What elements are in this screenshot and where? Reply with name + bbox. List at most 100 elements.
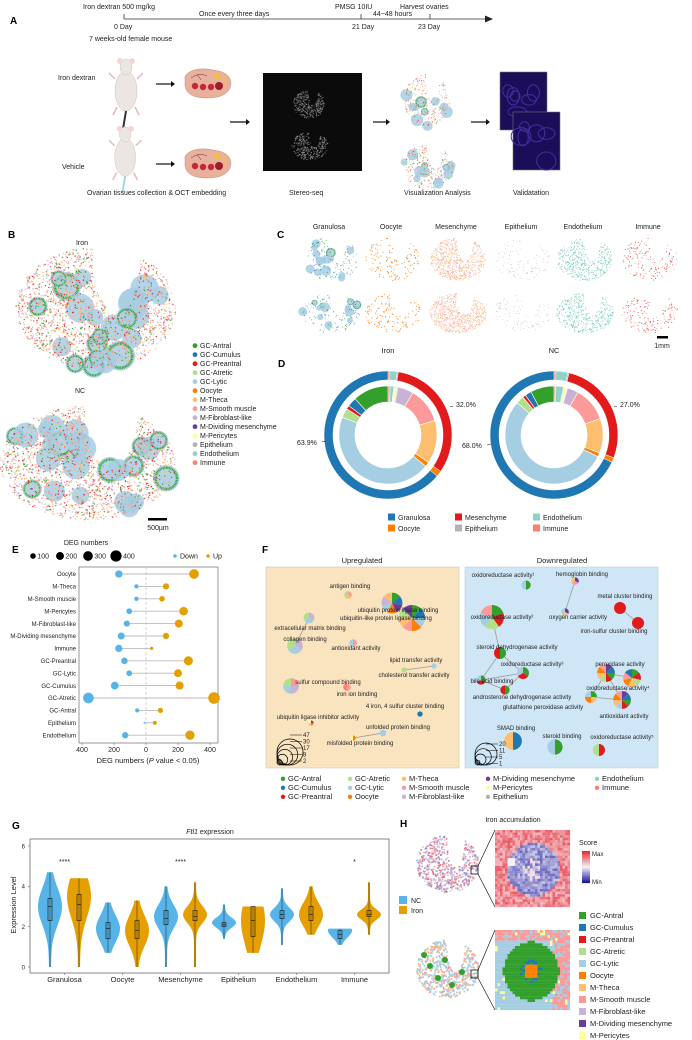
corpus-icon (215, 82, 223, 90)
spot (51, 412, 54, 415)
spot (63, 463, 65, 465)
spot (38, 470, 40, 472)
spot (152, 478, 155, 480)
spot (53, 456, 56, 459)
spot (440, 117, 442, 119)
spot (55, 315, 57, 317)
spot (11, 458, 13, 460)
spot (147, 312, 149, 314)
spot (46, 269, 48, 271)
spot (33, 297, 35, 300)
spot (104, 345, 107, 348)
spot (127, 325, 129, 328)
spot (422, 145, 424, 147)
spot (442, 178, 444, 180)
spot (152, 342, 154, 345)
spot (78, 281, 81, 284)
spot (74, 469, 76, 471)
spot (37, 501, 40, 503)
spot (1, 466, 4, 468)
spot (53, 308, 55, 310)
spot (172, 303, 174, 306)
spot (70, 346, 72, 348)
spot (56, 488, 58, 491)
spot (89, 353, 91, 356)
spot (141, 439, 143, 442)
spot (316, 153, 318, 155)
spot (25, 439, 27, 441)
spot (85, 347, 87, 350)
spot (131, 456, 134, 459)
spot (61, 512, 63, 515)
spot (412, 84, 414, 86)
spot (88, 505, 91, 508)
spot (78, 486, 80, 489)
spot (105, 353, 107, 355)
spot (297, 94, 300, 96)
spot (52, 316, 55, 318)
spot (144, 327, 146, 330)
spot (73, 328, 75, 331)
spot (150, 443, 152, 445)
spot (413, 118, 415, 120)
spot (77, 358, 79, 361)
spot (36, 475, 38, 478)
spot (82, 437, 84, 440)
spot (18, 485, 20, 488)
spot (295, 103, 297, 105)
spot (451, 168, 453, 170)
spot (67, 444, 69, 447)
spot (36, 303, 38, 306)
spot (409, 85, 411, 87)
spot (42, 349, 44, 351)
spot (417, 120, 419, 122)
spot (89, 474, 91, 477)
spot (21, 290, 23, 292)
spot (121, 469, 124, 472)
spot (40, 469, 42, 471)
stained-follicle (527, 124, 546, 143)
spot (83, 519, 86, 521)
spot (147, 463, 149, 466)
mouse-icon (108, 58, 144, 130)
spot (0, 459, 1, 461)
spot (131, 469, 134, 472)
spot (155, 431, 158, 433)
spot (9, 476, 12, 479)
spot (60, 514, 62, 517)
spot (96, 503, 98, 506)
spot (48, 356, 51, 359)
spot (107, 470, 109, 473)
legend-label: M-Dividing mesenchyme (200, 424, 277, 431)
spot (145, 497, 147, 499)
spot (83, 414, 85, 416)
spot (166, 319, 168, 321)
spot (303, 137, 305, 139)
spot (51, 293, 54, 295)
spot (50, 260, 53, 263)
spot (43, 320, 45, 322)
spot (24, 332, 26, 335)
spot (96, 488, 99, 491)
spot (78, 408, 80, 410)
spot (434, 169, 436, 171)
spot (36, 319, 38, 322)
spot (150, 282, 153, 284)
spot (162, 283, 164, 285)
spot (48, 343, 51, 346)
spot (96, 328, 99, 330)
spot (32, 283, 34, 286)
spot (38, 337, 41, 339)
spot (81, 321, 83, 324)
spot (93, 494, 96, 496)
spot (49, 464, 51, 466)
spot (118, 350, 121, 352)
spot (19, 309, 21, 311)
spot (117, 332, 119, 335)
spot (57, 308, 60, 310)
spot (160, 437, 162, 439)
spot (121, 329, 123, 332)
spot (50, 330, 53, 332)
spot (442, 85, 444, 87)
spot (416, 175, 418, 177)
